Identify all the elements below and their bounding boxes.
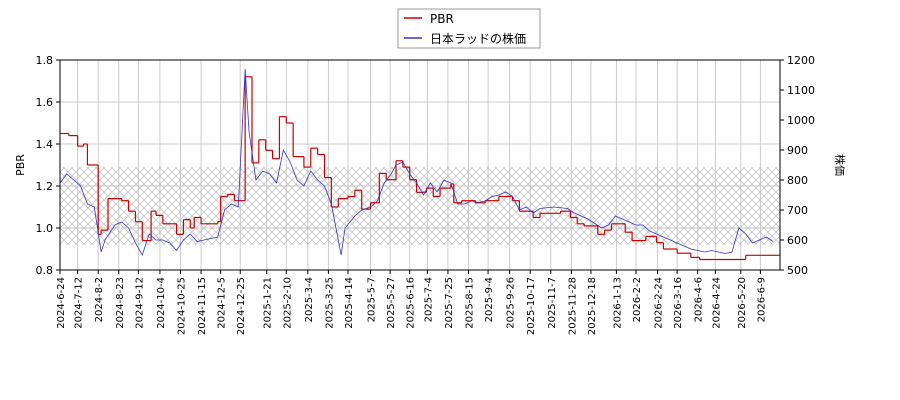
x-tick-label: 2026-2-24 [654,277,665,329]
x-tick-label: 2026-6-9 [756,277,767,322]
x-tick-label: 2025-3-4 [304,277,315,322]
y2-tick-label: 1200 [787,54,815,67]
y2-tick-label: 900 [787,144,808,157]
x-tick-label: 2025-1-21 [263,277,274,329]
x-tick-label: 2025-2-10 [282,277,293,329]
x-tick-label: 2024-8-2 [94,277,105,322]
x-tick-label: 2025-9-4 [484,277,495,322]
x-tick-label: 2026-3-16 [673,277,684,329]
y-tick-label: 0.8 [36,264,54,277]
x-tick-label: 2024-12-25 [236,277,247,335]
y-axis-label: PBR [14,154,27,176]
x-tick-label: 2025-7-4 [423,277,434,322]
x-tick-label: 2024-11-15 [197,277,208,335]
y-tick-label: 1.6 [36,96,54,109]
y2-tick-label: 1100 [787,84,815,97]
x-tick-label: 2024-12-5 [217,277,228,329]
y2-tick-label: 1000 [787,114,815,127]
legend-label: 日本ラッドの株価 [430,31,526,46]
x-tick-label: 2025-7-25 [444,277,455,329]
x-tick-label: 2025-5-7 [367,277,378,322]
x-tick-label: 2026-1-13 [612,277,623,329]
x-tick-label: 2025-8-15 [464,277,475,329]
x-tick-label: 2025-3-25 [324,277,335,329]
legend: PBR 日本ラッドの株価 [397,8,541,49]
y2-tick-label: 700 [787,204,808,217]
x-tick-label: 2026-4-6 [694,277,705,322]
x-tick-label: 2025-5-27 [386,277,397,329]
y2-tick-label: 600 [787,234,808,247]
x-tick-label: 2025-11-7 [547,277,558,329]
x-tick-label: 2026-4-24 [711,277,722,329]
x-tick-label: 2024-6-24 [56,277,67,329]
x-tick-label: 2025-10-17 [526,277,537,335]
x-tick-label: 2025-4-14 [344,277,355,329]
x-tick-label: 2024-10-4 [156,277,167,329]
legend-label: PBR [430,12,454,26]
y-tick-label: 1.2 [36,180,54,193]
plot-frame [59,59,781,271]
y-tick-label: 1.4 [36,138,54,151]
price-line [59,68,774,256]
x-tick-label: 2026-5-20 [737,277,748,329]
y2-tick-label: 500 [787,264,808,277]
shaded-range [60,167,780,245]
x-tick-label: 2025-12-18 [587,277,598,335]
y-tick-label: 1.0 [36,222,54,235]
x-tick-label: 2024-10-25 [176,277,187,335]
x-tick-label: 2025-6-16 [406,277,417,329]
x-tick-label: 2025-11-28 [567,277,578,335]
x-tick-label: 2024-8-23 [115,277,126,329]
y2-tick-label: 800 [787,174,808,187]
x-tick-label: 2026-2-2 [632,277,643,322]
y-tick-label: 1.8 [36,54,54,67]
x-tick-label: 2024-7-12 [74,277,85,329]
legend-frame [397,8,541,49]
y2-axis-label: 株価 [833,154,847,176]
plot [59,68,780,261]
x-tick-label: 2025-9-26 [506,277,517,329]
x-tick-label: 2024-9-12 [134,277,145,329]
